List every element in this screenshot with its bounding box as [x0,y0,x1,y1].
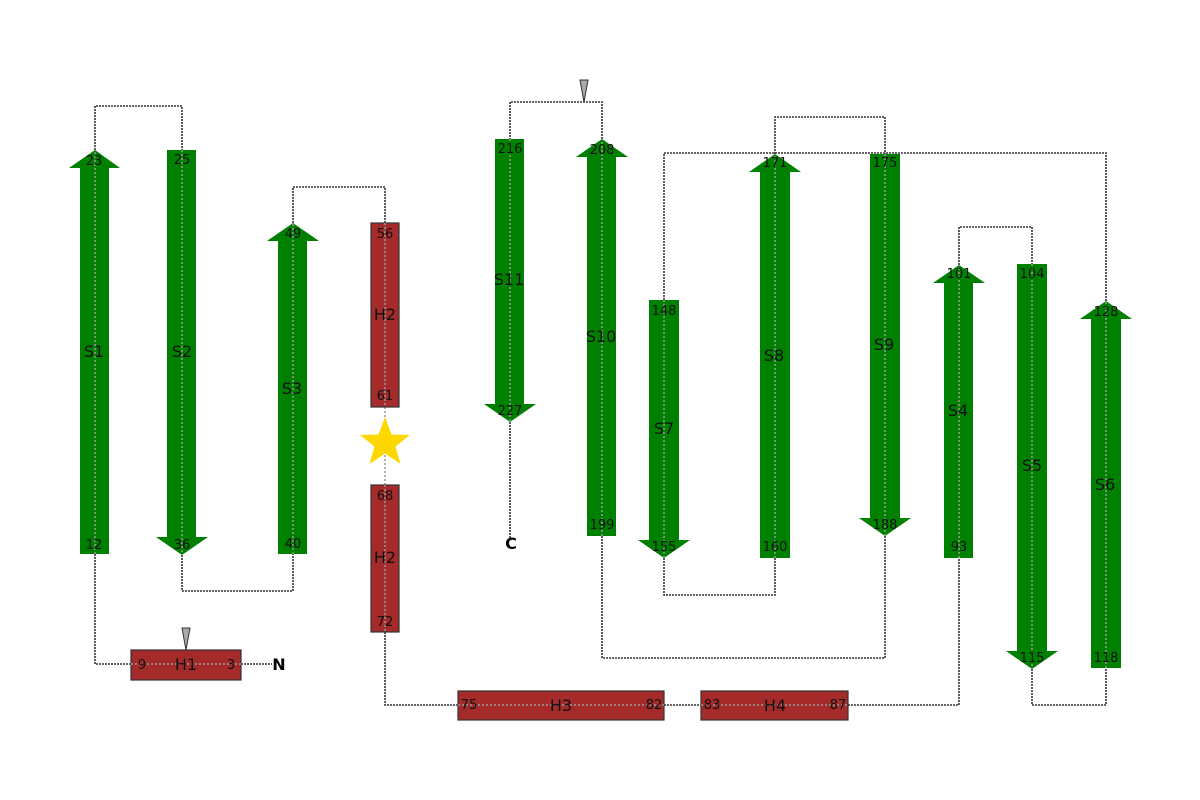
strand-end-s3: 49 [285,227,302,242]
strand-s5: S5 104 115 [1006,264,1058,669]
strand-label-s8: S8 [764,346,784,365]
strand-s10: S10 199 208 [576,139,628,536]
strand-s8: S8 160 171 [749,154,801,558]
strand-start-s4: 93 [951,540,968,555]
strand-s11: S11 216 227 [484,139,536,422]
helix-box-h1 [130,649,242,681]
strand-label-s3: S3 [282,379,302,398]
helix-h4: H4 83 87 [700,690,849,721]
strand-end-s8: 171 [763,156,788,171]
strand-s7: S7 148 155 [638,300,690,558]
helix-h1: H1 3 9 [130,649,242,681]
strand-start-s1: 12 [86,538,103,553]
triangle-marker-icon [579,79,589,103]
strand-arrow-s2 [156,150,208,555]
loop-connectors [94,101,1107,706]
strand-s3: S3 40 49 [267,223,319,554]
loop-s5-s6 [1031,668,1107,706]
strand-arrow-s9 [859,154,911,536]
strand-start-s6: 118 [1094,651,1119,666]
loop-h2-h3 [384,632,458,706]
loop-s9-s10 [601,536,886,659]
strand-end-s2: 36 [174,538,191,553]
strand-end-s11: 227 [498,404,523,419]
helix-h3: H3 75 82 [457,690,665,721]
loop-s2-s3 [181,554,294,592]
strand-arrow-s10 [576,139,628,536]
helix-h2-second: H2 68 72 [370,484,400,633]
strand-label-s4: S4 [948,401,968,420]
strand-end-s10: 208 [590,143,615,158]
strand-start-s7: 148 [652,304,677,319]
strand-end-s7: 155 [652,540,677,555]
strand-end-s5: 115 [1020,651,1045,666]
strand-start-s9: 175 [873,156,898,171]
n-terminus-label: N [272,655,285,674]
helix-end-h2-second: 72 [377,615,394,630]
strand-label-s6: S6 [1095,475,1115,494]
strand-label-s7: S7 [654,419,674,438]
helix-end-h1: 9 [138,658,146,673]
helix-box-h3 [457,690,665,721]
strand-start-s10: 199 [590,518,615,533]
helix-start-h3: 75 [461,698,478,713]
loop-s8-s9 [774,116,886,154]
strand-start-s5: 104 [1020,267,1045,282]
helix-h2-first: H2 56 61 [370,222,400,408]
strand-label-s10: S10 [586,327,617,346]
loop-s3-h2 [292,186,386,223]
strand-arrow-s5 [1006,264,1058,669]
strand-end-s4: 101 [947,267,972,282]
star-marker-icon [360,417,410,464]
helix-label-h2-first: H2 [374,305,396,324]
helix-end-h3: 82 [646,698,663,713]
strand-end-s6: 128 [1094,305,1119,320]
helix-start-h2-first: 56 [377,227,394,242]
loop-s10-s11 [509,101,603,139]
strand-start-s8: 160 [763,540,788,555]
strand-arrow-s4 [933,265,985,558]
loop-s7-s8 [663,558,776,596]
strand-label-s2: S2 [172,342,192,361]
helix-label-h1: H1 [175,655,197,674]
helix-start-h4: 83 [704,698,721,713]
strand-label-s9: S9 [874,335,894,354]
strand-label-s1: S1 [84,342,104,361]
strand-s6: S6 118 128 [1080,301,1132,668]
loop-s4-s5 [958,226,1033,265]
loop-h4-s4 [848,558,960,706]
helix-label-h4: H4 [764,696,786,715]
strand-start-s11: 216 [498,142,523,157]
strand-s9: S9 175 188 [859,154,911,536]
strand-s4: S4 93 101 [933,265,985,558]
strand-label-s5: S5 [1022,456,1042,475]
c-terminus-label: C [505,534,517,553]
helix-end-h4: 87 [830,698,847,713]
triangle-marker-icon [181,627,191,651]
strand-s2: S2 25 36 [156,150,208,555]
strand-label-s11: S11 [494,270,525,289]
strand-arrow-s6 [1080,301,1132,668]
strand-end-s1: 23 [86,154,103,169]
strand-end-s9: 188 [873,518,898,533]
helix-start-h1: 3 [227,658,235,673]
strand-start-s2: 25 [174,153,191,168]
strand-s1: S1 12 23 [69,150,120,554]
helix-label-h3: H3 [550,696,572,715]
loop-s1-s2 [94,105,183,150]
helix-start-h2-second: 68 [377,489,394,504]
loop-h1-s1 [94,554,131,665]
strand-start-s3: 40 [285,537,302,552]
helix-end-h2-first: 61 [377,389,394,404]
helix-label-h2-second: H2 [374,548,396,567]
